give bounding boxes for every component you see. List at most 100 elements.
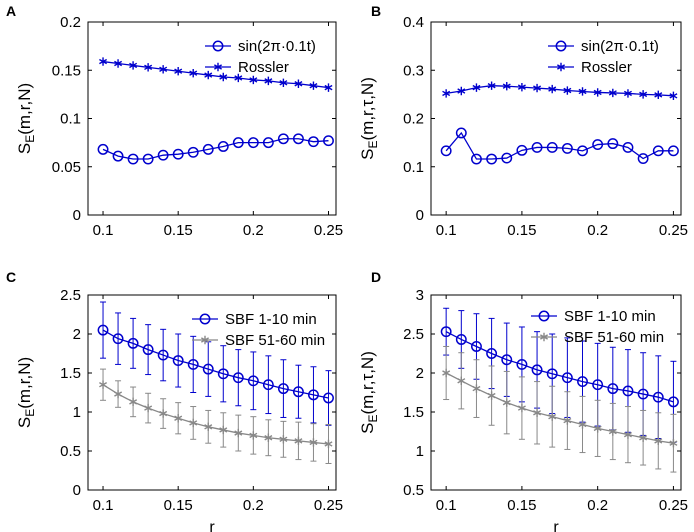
- data-point: [232, 137, 244, 149]
- data-point-stroke: [623, 430, 632, 439]
- data-point: [324, 83, 333, 92]
- data-point: [533, 83, 542, 93]
- data-point: [232, 372, 244, 384]
- data-point-stroke: [639, 433, 648, 442]
- panel-D: D 0.1 0.15 0.2 0.25 0.5 1 1.5 2 2.5 3 SE(m,r,τ,N) r S…: [358, 269, 688, 532]
- data-point: [247, 137, 259, 149]
- data-point: [112, 333, 124, 345]
- legend-label: Rossler: [238, 59, 289, 76]
- y-tick-label: 3: [416, 287, 424, 304]
- data-point: [487, 81, 496, 90]
- data-point: [487, 391, 496, 400]
- data-point: [561, 372, 573, 384]
- data-point: [637, 388, 649, 400]
- data-point: [486, 153, 498, 165]
- data-point-stroke: [264, 76, 273, 86]
- data-point: [472, 384, 481, 393]
- data-point: [607, 383, 619, 395]
- data-point: [189, 68, 198, 78]
- series-line: [445, 331, 674, 403]
- data-point-stroke: [533, 408, 542, 417]
- x-axis-label: r: [209, 519, 215, 532]
- x-tick-label: 0.2: [243, 497, 264, 514]
- data-point: [654, 436, 663, 446]
- legend-marker: [201, 335, 209, 345]
- data-point: [202, 363, 214, 375]
- data-point: [669, 91, 678, 101]
- data-point: [457, 376, 466, 385]
- y-tick-label: 0.05: [52, 159, 81, 176]
- data-point: [97, 324, 109, 336]
- data-point: [455, 127, 467, 139]
- data-point: [622, 142, 634, 153]
- data-point: [548, 412, 557, 421]
- data-point-stroke: [129, 61, 138, 70]
- y-tick-label: 0.3: [403, 62, 424, 79]
- data-point-stroke: [174, 414, 183, 423]
- data-point: [174, 414, 183, 423]
- data-point: [501, 354, 513, 366]
- data-point-stroke: [264, 433, 273, 442]
- data-point: [639, 433, 648, 442]
- legend: SBF 1-10 min SBF 51-60 min: [531, 308, 664, 346]
- data-point: [308, 136, 319, 148]
- x-tick-label: 0.15: [164, 497, 193, 514]
- data-point: [234, 428, 243, 438]
- series-0: [440, 127, 679, 165]
- data-point: [502, 81, 511, 91]
- data-point: [440, 326, 452, 338]
- data-point: [323, 392, 334, 404]
- data-point: [157, 349, 169, 361]
- data-point-stroke: [219, 72, 228, 82]
- data-point: [144, 403, 153, 413]
- data-point: [546, 142, 558, 153]
- data-point: [97, 143, 109, 155]
- data-point-stroke: [593, 424, 602, 433]
- y-tick-label: 0.2: [60, 14, 81, 31]
- series-line: [445, 131, 674, 160]
- data-point: [592, 139, 604, 151]
- legend-label: SBF 1-10 min: [564, 308, 656, 325]
- data-point: [455, 334, 467, 345]
- legend-marker-stroke: [201, 335, 209, 345]
- data-point: [174, 67, 183, 76]
- data-point: [142, 344, 154, 356]
- data-point-stroke: [487, 81, 496, 90]
- data-point: [561, 142, 573, 154]
- data-point-stroke: [502, 398, 511, 407]
- data-point: [172, 355, 184, 366]
- x-tick-label: 0.2: [243, 222, 264, 239]
- data-point: [593, 88, 602, 97]
- data-point: [593, 424, 602, 433]
- data-point: [517, 403, 526, 413]
- data-point-stroke: [639, 90, 648, 99]
- data-point: [308, 389, 319, 401]
- data-point-stroke: [309, 438, 318, 447]
- data-point: [157, 149, 169, 161]
- series-0: [97, 133, 334, 165]
- legend-label: Rossler: [581, 59, 632, 76]
- data-point-stroke: [279, 435, 288, 444]
- legend-label: sin(2π·0.1t): [238, 38, 316, 55]
- data-point-stroke: [442, 89, 451, 98]
- x-tick-label: 0.15: [507, 222, 536, 239]
- series-1: [442, 81, 678, 101]
- data-point: [607, 138, 619, 150]
- data-point: [639, 90, 648, 99]
- data-point: [471, 341, 482, 352]
- x-tick-label: 0.25: [659, 222, 688, 239]
- data-point-stroke: [144, 403, 153, 413]
- data-point: [219, 425, 228, 435]
- data-point-stroke: [669, 91, 678, 101]
- panel-C: C 0.1 0.15 0.2 0.25 0 0.5 1 1.5 2 2.5 SE(m,r,N) r SBF…: [6, 269, 343, 532]
- data-point: [623, 430, 632, 439]
- data-point: [187, 358, 199, 370]
- panel-letter: D: [371, 269, 381, 285]
- data-point: [516, 144, 528, 156]
- data-point: [129, 61, 138, 70]
- data-point: [262, 379, 274, 391]
- data-point: [112, 150, 124, 162]
- data-point: [204, 422, 213, 432]
- x-tick-label: 0.25: [659, 497, 688, 514]
